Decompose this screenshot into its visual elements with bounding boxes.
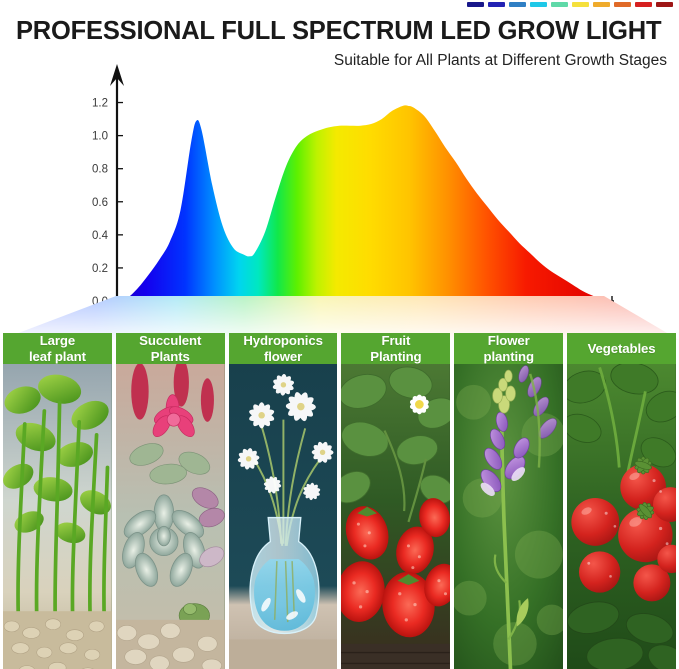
spectrum-dash-7	[614, 2, 631, 7]
panel-photo-vegetables	[567, 364, 676, 669]
panel-image-large-leaf-plant	[3, 364, 112, 669]
spectrum-chart-svg: 0.00.20.40.60.81.01.2400500600700800	[92, 64, 614, 322]
y-tick-label-6: 1.2	[92, 98, 108, 110]
panel-label-line2: Plants	[150, 348, 190, 364]
y-tick-label-5: 1.0	[92, 131, 108, 143]
panel-label-fruit-planting: Fruit Planting	[341, 333, 451, 364]
panel-vegetables[interactable]: Vegetables	[567, 333, 676, 669]
y-tick-label-1: 0.2	[92, 263, 108, 275]
panel-label-line2: flower	[263, 348, 303, 364]
panel-label-succulent-plants: Succulent Plants	[115, 333, 225, 364]
panel-label-line2: leaf plant	[28, 348, 86, 364]
panel-flower-planting[interactable]: Flower planting	[454, 333, 564, 669]
spectrum-dash-0	[467, 2, 484, 7]
y-axis-arrow-icon	[110, 64, 124, 86]
spectrum-dash-9	[656, 2, 673, 7]
panel-photo-succulent-plants	[115, 364, 225, 669]
spectrum-dash-3	[530, 2, 547, 7]
spectral-power-curve	[117, 105, 604, 301]
page-title: PROFESSIONAL FULL SPECTRUM LED GROW LIGH…	[16, 17, 662, 45]
spectrum-chart: 0.00.20.40.60.81.01.2400500600700800	[0, 64, 679, 322]
panel-label-line1: Fruit	[381, 333, 411, 349]
y-tick-label-4: 0.8	[92, 164, 108, 176]
panel-photo-hydroponics-flower	[228, 364, 338, 669]
panel-photo-large-leaf-plant	[3, 364, 112, 669]
panel-image-succulent-plants	[115, 364, 225, 669]
spectrum-dash-6	[593, 2, 610, 7]
spectrum-dash-4	[551, 2, 568, 7]
spectrum-dash-8	[635, 2, 652, 7]
y-tick-label-3: 0.6	[92, 197, 108, 209]
panel-label-hydroponics-flower: Hydroponics flower	[228, 333, 338, 364]
light-cone	[0, 296, 679, 340]
panel-succulent-plants[interactable]: Succulent Plants	[115, 333, 225, 669]
spectrum-dash-2	[509, 2, 526, 7]
panel-image-flower-planting	[454, 364, 564, 669]
panel-label-large-leaf-plant: Large leaf plant	[3, 333, 112, 364]
y-tick-label-2: 0.4	[92, 230, 109, 242]
panel-image-fruit-planting	[341, 364, 451, 669]
panel-label-vegetables: Vegetables	[567, 333, 676, 364]
panel-photo-fruit-planting	[341, 364, 451, 669]
panel-label-line2: planting	[483, 348, 534, 364]
spectrum-dash-1	[488, 2, 505, 7]
spectrum-dash-5	[572, 2, 589, 7]
panel-image-hydroponics-flower	[228, 364, 338, 669]
panel-label-flower-planting: Flower planting	[454, 333, 564, 364]
page-subtitle: Suitable for All Plants at Different Gro…	[333, 52, 667, 69]
panel-large-leaf-plant[interactable]: Large leaf plant	[3, 333, 112, 669]
panel-image-vegetables	[567, 364, 676, 669]
panel-label-line1: Large	[39, 333, 76, 349]
panel-label-line1: Hydroponics	[243, 333, 323, 349]
panel-hydroponics-flower[interactable]: Hydroponics flower	[228, 333, 338, 669]
panel-photo-flower-planting	[454, 364, 564, 669]
panel-label-line1: Vegetables	[587, 340, 656, 356]
panel-label-line1: Flower	[487, 333, 530, 349]
spectrum-dash-strip	[467, 2, 673, 7]
panel-label-line2: Planting	[370, 348, 422, 364]
panel-label-line1: Succulent	[139, 333, 202, 349]
panel-fruit-planting[interactable]: Fruit Planting	[341, 333, 451, 669]
plant-type-panels: Large leaf plant	[0, 333, 679, 669]
